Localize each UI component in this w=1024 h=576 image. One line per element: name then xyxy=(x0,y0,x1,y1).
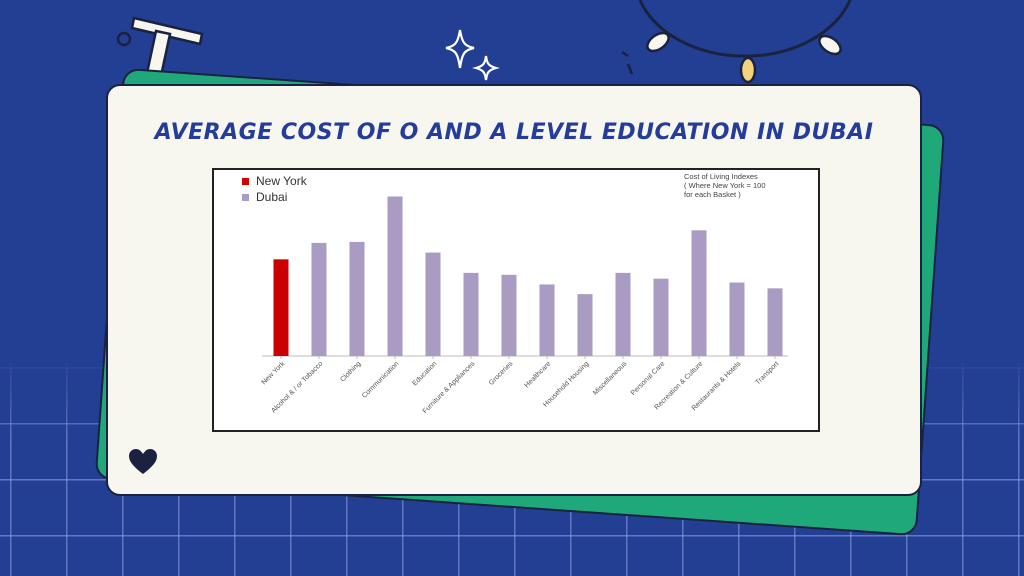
legend-label: New York xyxy=(256,174,308,188)
bar-dubai xyxy=(539,284,555,356)
x-tick-label: Education xyxy=(411,360,438,387)
x-tick-label: New York xyxy=(261,360,287,386)
chart-annotation: Cost of Living Indexes xyxy=(684,172,758,181)
bar-dubai xyxy=(501,274,517,356)
chart-annotation: for each Basket ) xyxy=(684,190,741,199)
legend-swatch xyxy=(242,178,249,185)
chart-frame: New York Alcohol & / or Tobacco Clothing Co… xyxy=(212,168,820,432)
heart-icon[interactable] xyxy=(128,448,158,476)
slide-title: AVERAGE COST OF O AND A LEVEL EDUCATION … xyxy=(154,120,874,145)
x-tick-label: Personal Care xyxy=(630,360,667,397)
bar-new-york xyxy=(273,259,289,356)
bar-dubai xyxy=(653,278,669,356)
bar-dubai xyxy=(767,288,783,356)
bar-dubai xyxy=(311,242,327,356)
slide-card: AVERAGE COST OF O AND A LEVEL EDUCATION … xyxy=(106,84,922,496)
bar-dubai xyxy=(577,294,593,356)
x-tick-label: Groceries xyxy=(488,360,515,387)
x-tick-label: Clothing xyxy=(339,360,362,383)
sparkle-icon xyxy=(445,29,501,81)
bar-dubai xyxy=(425,252,441,356)
x-tick-label: Transport xyxy=(754,360,780,386)
sun-icon xyxy=(621,0,852,84)
x-tick-label: Healthcare xyxy=(524,360,553,389)
bar-dubai xyxy=(691,230,707,356)
bar-dubai xyxy=(729,282,745,356)
bar-dubai xyxy=(349,241,365,356)
legend-label: Dubai xyxy=(256,190,287,204)
x-tick-label: Communication xyxy=(361,360,400,399)
chart-annotation: ( Where New York = 100 xyxy=(684,181,766,190)
bar-dubai xyxy=(463,272,479,356)
x-tick-label: Miscellaneous xyxy=(592,360,629,397)
bar-dubai xyxy=(615,272,631,356)
legend-swatch xyxy=(242,194,249,201)
bar-dubai xyxy=(387,196,403,356)
